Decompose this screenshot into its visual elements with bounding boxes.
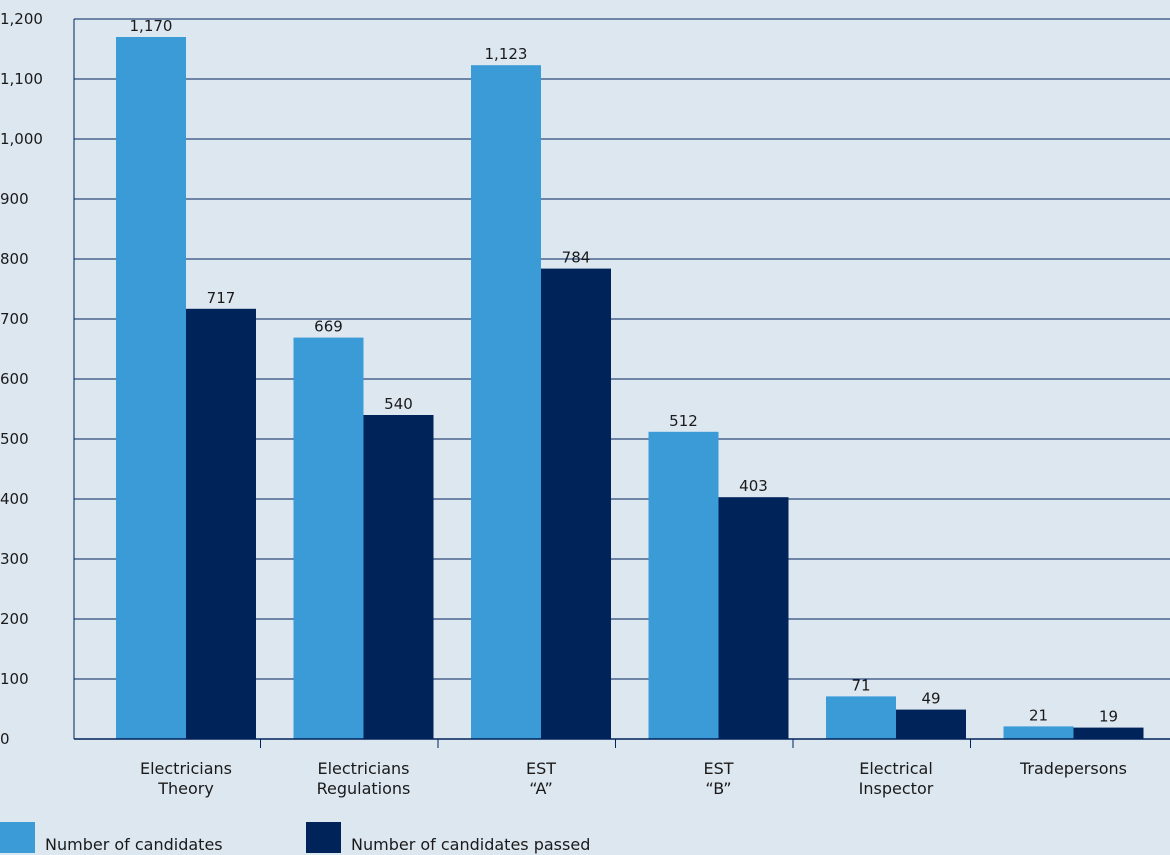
y-tick-label: 1,100 xyxy=(0,70,43,88)
legend-swatch xyxy=(0,822,35,853)
y-tick-label: 100 xyxy=(0,670,29,688)
legend-swatch xyxy=(306,822,341,853)
x-category-label: Theory xyxy=(157,779,214,798)
legend-label: Number of candidates xyxy=(45,835,223,854)
x-category-label: EST xyxy=(703,759,733,778)
x-category-label: Electricians xyxy=(317,759,409,778)
y-tick-label: 0 xyxy=(0,730,10,748)
data-label: 717 xyxy=(207,289,236,307)
y-tick-label: 400 xyxy=(0,490,29,508)
legend-label: Number of candidates passed xyxy=(351,835,591,854)
bar-passed xyxy=(896,709,966,739)
y-tick-label: 1,200 xyxy=(0,10,43,28)
data-label: 49 xyxy=(921,690,940,708)
bar-candidates xyxy=(1003,726,1074,739)
bar-candidates xyxy=(116,37,186,739)
bar-candidates xyxy=(293,337,364,739)
chart-legend: Number of candidates Number of candidates… xyxy=(0,818,1170,855)
x-category-label: “A” xyxy=(529,779,552,798)
bar-passed xyxy=(718,497,789,739)
data-label: 19 xyxy=(1099,708,1118,726)
data-label: 669 xyxy=(314,318,343,336)
x-category-label: Electrical xyxy=(859,759,933,778)
bar-candidates xyxy=(471,65,541,739)
bar-candidates xyxy=(648,431,719,739)
y-tick-label: 700 xyxy=(0,310,29,328)
y-tick-label: 500 xyxy=(0,430,29,448)
x-category-label: Electricians xyxy=(140,759,232,778)
data-label: 403 xyxy=(739,477,768,495)
y-tick-label: 1,000 xyxy=(0,130,43,148)
data-label: 540 xyxy=(384,395,413,413)
data-label: 1,170 xyxy=(130,17,173,35)
bar-passed xyxy=(1073,727,1144,739)
data-label: 21 xyxy=(1029,706,1048,724)
bar-passed xyxy=(363,415,434,739)
x-category-label: Tradepersons xyxy=(1019,759,1127,778)
x-category-label: EST xyxy=(526,759,556,778)
data-label: 512 xyxy=(669,412,698,430)
data-label: 784 xyxy=(562,249,591,267)
bar-passed xyxy=(186,308,256,739)
y-tick-label: 300 xyxy=(0,550,29,568)
x-category-label: Regulations xyxy=(317,779,411,798)
bar-passed xyxy=(541,268,611,739)
data-label: 71 xyxy=(851,676,870,694)
y-tick-label: 800 xyxy=(0,250,29,268)
bar-candidates xyxy=(826,696,896,739)
x-category-label: Inspector xyxy=(859,779,934,798)
y-tick-label: 900 xyxy=(0,190,29,208)
y-tick-label: 600 xyxy=(0,370,29,388)
x-category-label: “B” xyxy=(705,779,731,798)
bar-chart: 0 100 200 300 400 500 600 700 800 900 1,000 1,100 1,… xyxy=(0,10,1170,798)
y-tick-label: 200 xyxy=(0,610,29,628)
data-label: 1,123 xyxy=(485,45,528,63)
